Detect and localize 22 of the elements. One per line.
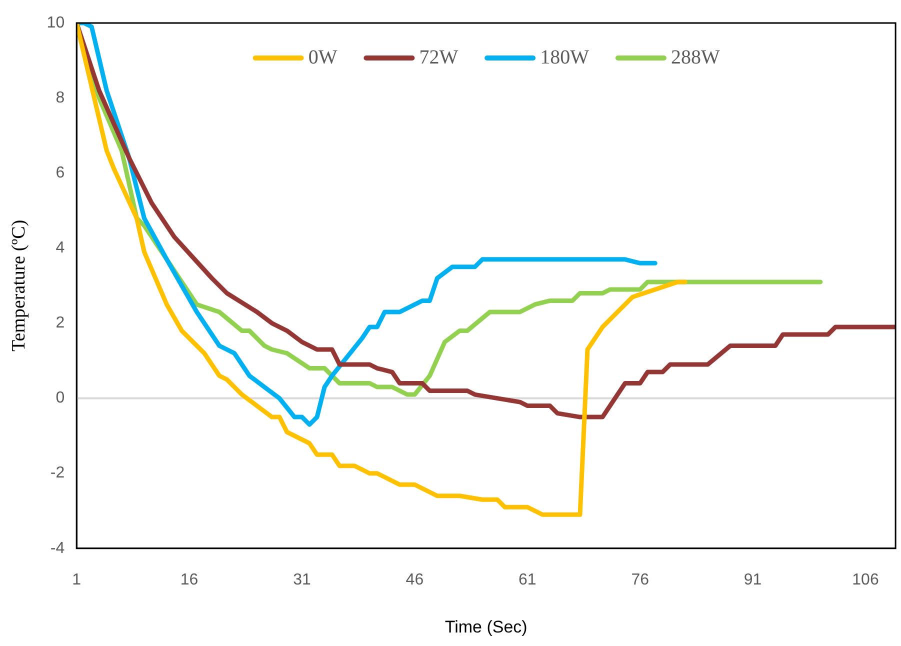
x-tick-label: 76	[631, 571, 650, 588]
y-tick-label: -4	[50, 540, 65, 557]
y-tick-label: 10	[46, 14, 65, 32]
x-tick-label: 31	[293, 571, 311, 588]
legend-label: 180W	[540, 46, 590, 68]
x-tick-label: 46	[406, 571, 424, 588]
x-tick-label: 106	[852, 571, 879, 588]
legend-label: 0W	[308, 46, 338, 68]
legend-label: 288W	[670, 46, 720, 68]
y-axis-title: Temperature (ºC)	[8, 220, 30, 352]
x-tick-label: 1	[72, 571, 82, 588]
y-tick-label: 6	[56, 164, 65, 182]
x-axis-title: Time (Sec)	[444, 617, 528, 636]
y-tick-label: -2	[50, 464, 65, 482]
y-tick-label: 0	[56, 390, 65, 407]
y-tick-label: 8	[56, 89, 65, 106]
legend-label: 72W	[419, 46, 458, 68]
x-tick-label: 16	[180, 571, 198, 588]
x-tick-label: 91	[744, 571, 762, 588]
y-tick-label: 2	[56, 314, 65, 332]
y-tick-label: 4	[56, 240, 65, 257]
x-tick-label: 61	[518, 571, 536, 588]
